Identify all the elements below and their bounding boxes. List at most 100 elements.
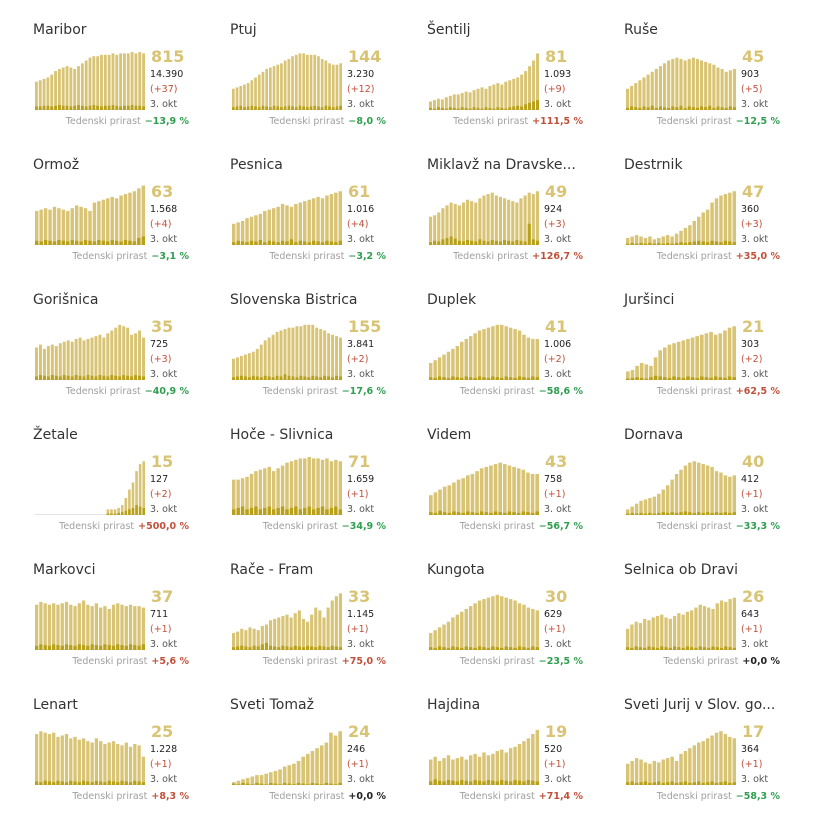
bar	[635, 365, 639, 380]
bar	[294, 54, 298, 110]
total-value: 3.841	[347, 339, 375, 350]
bar-new-cases	[77, 105, 80, 110]
date-label: 3. okt	[544, 369, 572, 380]
bar	[468, 606, 473, 650]
bar	[513, 746, 517, 785]
bar	[440, 99, 444, 110]
bar-new-cases	[324, 782, 329, 785]
bar-new-cases	[477, 376, 482, 380]
bar-new-cases	[630, 647, 634, 650]
bar	[495, 324, 500, 380]
bar-new-cases	[263, 507, 267, 515]
bar	[264, 624, 268, 650]
bar-new-cases	[532, 101, 536, 110]
bar	[688, 462, 692, 515]
bar	[727, 327, 732, 380]
weekly-growth-label: Tedenski prirast	[72, 791, 148, 802]
bar	[667, 60, 671, 110]
weekly-growth-label: Tedenski prirast	[459, 791, 535, 802]
bar	[317, 56, 320, 110]
bar-new-cases	[92, 241, 97, 245]
bar	[43, 603, 47, 650]
bar-new-cases	[688, 782, 692, 785]
bar-new-cases	[43, 645, 47, 650]
bar	[524, 71, 528, 110]
bar	[719, 600, 724, 650]
weekly-growth: Tedenski prirast −33,3 %	[657, 521, 780, 532]
weekly-growth-label: Tedenski prirast	[453, 251, 529, 262]
bar-new-cases	[99, 781, 103, 785]
bar	[472, 90, 476, 110]
bar	[325, 458, 329, 515]
bar-new-cases	[297, 646, 301, 650]
bar	[455, 758, 460, 785]
sparkline-chart	[429, 462, 540, 515]
bar	[99, 741, 103, 785]
bar	[46, 346, 50, 380]
bar	[626, 509, 630, 515]
bar	[128, 192, 132, 245]
bar	[269, 772, 273, 785]
municipality-title: Hoče - Slivnica	[230, 427, 334, 443]
bar-new-cases	[429, 781, 433, 785]
bar-new-cases	[252, 645, 256, 650]
bar	[92, 56, 96, 110]
bar-new-cases	[142, 376, 145, 380]
current-value: 47	[742, 182, 765, 201]
bar-new-cases	[732, 647, 736, 650]
weekly-growth-label: Tedenski prirast	[656, 251, 732, 262]
weekly-growth-label: Tedenski prirast	[656, 521, 732, 532]
bar-new-cases	[236, 507, 240, 515]
bar-new-cases	[271, 241, 276, 245]
bar	[444, 97, 448, 110]
bar	[106, 198, 110, 245]
total-value: 246	[347, 744, 366, 755]
bar	[657, 237, 661, 245]
total-value: 14.390	[150, 69, 184, 80]
municipality-card: Markovci 37 711 (+1) 3. okt Tedenski prirast +…	[33, 562, 223, 692]
bar	[141, 185, 145, 245]
bar	[695, 59, 699, 110]
bar-new-cases	[626, 107, 630, 110]
bar-new-cases	[66, 241, 70, 245]
bar	[732, 191, 736, 245]
bar	[292, 763, 296, 785]
bar	[239, 85, 243, 110]
bar-new-cases	[683, 242, 688, 245]
bar	[43, 208, 48, 245]
bar-new-cases	[498, 512, 503, 515]
sparkline-chart	[626, 326, 737, 380]
bar	[99, 607, 103, 650]
bar	[535, 729, 539, 785]
bar	[111, 741, 116, 785]
bar-new-cases	[482, 781, 486, 785]
sparkline-chart	[232, 324, 342, 380]
bar-new-cases	[251, 375, 255, 380]
bar-new-cases	[498, 241, 502, 245]
date-label: 3. okt	[347, 369, 375, 380]
weekly-growth-label: Tedenski prirast	[663, 656, 739, 667]
bar-new-cases	[35, 106, 38, 110]
bar-new-cases	[141, 782, 145, 785]
bar	[492, 84, 496, 110]
total-value: 1.568	[150, 204, 178, 215]
bar-new-cases	[69, 645, 73, 650]
bar-new-cases	[241, 782, 245, 785]
bar	[107, 742, 111, 785]
bar	[508, 327, 513, 380]
date-label: 3. okt	[544, 774, 572, 785]
bar-new-cases	[294, 107, 298, 110]
bar-new-cases	[99, 645, 103, 650]
bar-new-cases	[276, 106, 280, 110]
bar	[479, 468, 484, 515]
bar	[287, 59, 291, 110]
bar	[466, 199, 470, 245]
bar-new-cases	[57, 240, 61, 245]
bar	[630, 370, 635, 380]
bar	[313, 54, 317, 110]
bar	[124, 498, 128, 515]
date-label: 3. okt	[347, 234, 375, 245]
bar-new-cases	[719, 782, 723, 785]
bar	[451, 348, 455, 380]
bar	[272, 66, 276, 110]
